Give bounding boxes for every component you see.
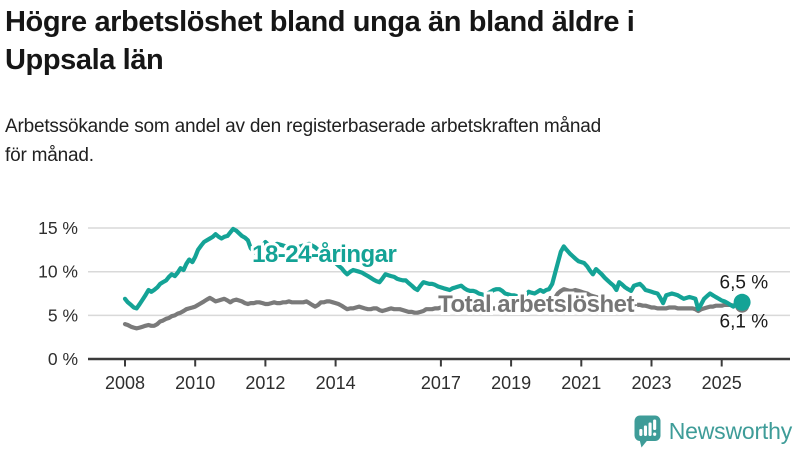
y-tick-label: 15 % [38,218,78,238]
subtitle-line-1: Arbetssökande som andel av den registerb… [5,116,602,137]
end-value-label-young: 6,5 % [720,272,769,293]
x-tick-label: 2025 [702,373,742,393]
series-line-total [122,287,745,331]
x-tick-label: 2019 [491,373,531,393]
page-title: Högre arbetslöshet bland unga än bland ä… [5,4,795,79]
subtitle-line-2: för månad. [5,144,94,166]
series-inline-label: 18-24-åringar [252,241,396,268]
x-tick-label: 2021 [561,373,601,393]
x-tick-label: 2012 [245,373,285,393]
newsworthy-speech-bubble-bar-chart-icon [634,415,661,448]
y-tick-label: 5 % [48,305,78,325]
y-tick-label: 0 % [48,349,78,369]
x-tick-label: 2010 [175,373,215,393]
end-value-label-total: 6,1 % [720,312,769,333]
chart-subtitle: Arbetssökande som andel av den registerb… [5,113,795,170]
series-inline-label: Total arbetslöshet [438,291,634,318]
title-line-1: Högre arbetslöshet bland unga än bland ä… [5,6,635,38]
newsworthy-logo-text: Newsworthy [668,418,792,444]
y-tick-label: 10 % [38,262,78,282]
x-tick-label: 2014 [316,373,356,393]
x-tick-label: 2008 [105,373,145,393]
title-line-2: Uppsala län [5,43,164,76]
end-dot-young [733,293,751,311]
series-line-young [122,226,745,312]
x-tick-label: 2017 [421,373,461,393]
x-tick-label: 2023 [631,373,671,393]
newsworthy-logo: Newsworthy [634,415,792,448]
